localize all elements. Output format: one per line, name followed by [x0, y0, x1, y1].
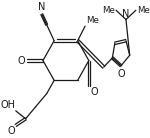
- Text: Me: Me: [102, 6, 115, 15]
- Text: OH: OH: [0, 100, 15, 110]
- Text: O: O: [90, 87, 98, 97]
- Text: O: O: [8, 126, 15, 136]
- Text: N: N: [122, 9, 130, 19]
- Text: N: N: [38, 2, 45, 12]
- Text: Me: Me: [86, 16, 99, 26]
- Text: Me: Me: [137, 6, 150, 15]
- Text: O: O: [17, 55, 25, 66]
- Text: O: O: [117, 69, 125, 79]
